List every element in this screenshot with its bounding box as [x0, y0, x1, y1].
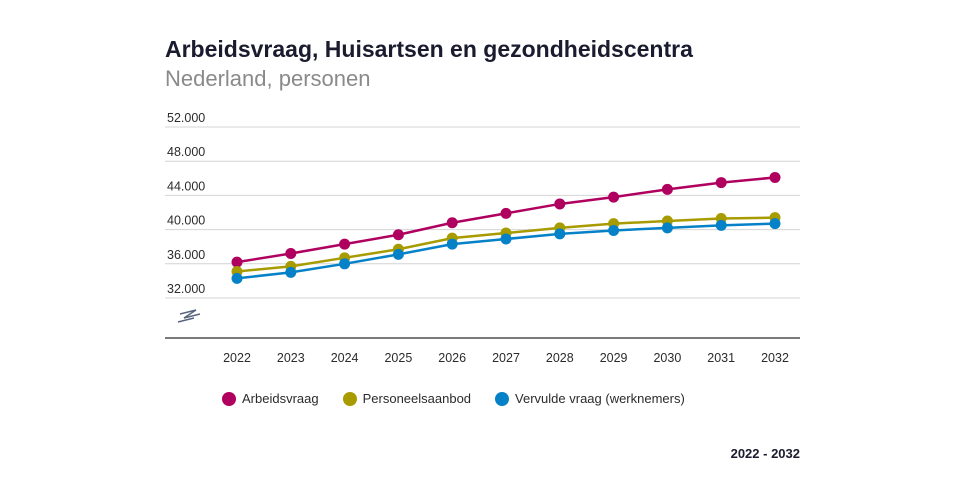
legend-label: Arbeidsvraag [242, 391, 319, 406]
axis-break-icon [177, 309, 201, 323]
legend-label: Vervulde vraag (werknemers) [515, 391, 685, 406]
y-axis-ticks: 32.000 36.000 40.000 44.000 48.000 52.000 [167, 111, 205, 296]
y-tick-label: 52.000 [167, 111, 205, 125]
data-point[interactable] [392, 248, 404, 260]
x-tick-label: 2025 [384, 351, 412, 365]
legend-label: Personeelsaanbod [362, 391, 472, 406]
data-point[interactable] [500, 233, 512, 245]
x-tick-label: 2031 [707, 351, 735, 365]
y-tick-label: 48.000 [167, 145, 205, 159]
y-tick-label: 44.000 [167, 179, 205, 193]
legend-item-vervulde-vraag[interactable]: Vervulde vraag (werknemers) [495, 391, 685, 406]
data-point[interactable] [554, 228, 566, 240]
legend-marker [342, 391, 357, 406]
x-tick-label: 2023 [277, 351, 305, 365]
x-tick-label: 2028 [546, 351, 574, 365]
data-point[interactable] [285, 266, 297, 278]
data-point[interactable] [715, 177, 727, 189]
chart-title: Arbeidsvraag, Huisartsen en gezondheidsc… [165, 36, 693, 62]
data-point[interactable] [392, 229, 404, 241]
data-point[interactable] [231, 272, 243, 284]
data-point[interactable] [608, 224, 620, 236]
data-point[interactable] [769, 218, 781, 230]
period-label: 2022 - 2032 [730, 446, 800, 461]
data-point[interactable] [500, 207, 512, 219]
x-tick-label: 2024 [331, 351, 359, 365]
data-point[interactable] [339, 238, 351, 250]
x-axis-ticks: 2022 2023 2024 2025 2026 2027 2028 2029 2030 2031… [223, 351, 789, 365]
y-tick-label: 36.000 [167, 248, 205, 262]
x-tick-label: 2026 [438, 351, 466, 365]
chart-subtitle: Nederland, personen [165, 66, 371, 91]
data-point[interactable] [769, 171, 781, 183]
x-tick-label: 2029 [600, 351, 628, 365]
series-vervulde-vraag-werknemers [231, 218, 781, 284]
series-arbeidsvraag [231, 171, 781, 268]
x-tick-label: 2027 [492, 351, 520, 365]
data-point[interactable] [446, 217, 458, 229]
data-point[interactable] [715, 219, 727, 231]
y-tick-label: 32.000 [167, 282, 205, 296]
x-tick-label: 2022 [223, 351, 251, 365]
legend-item-arbeidsvraag[interactable]: Arbeidsvraag [222, 391, 319, 406]
legend-item-personeelsaanbod[interactable]: Personeelsaanbod [342, 391, 472, 406]
x-tick-label: 2030 [653, 351, 681, 365]
x-tick-label: 2032 [761, 351, 789, 365]
data-point[interactable] [231, 256, 243, 268]
data-point[interactable] [554, 198, 566, 210]
y-tick-label: 40.000 [167, 214, 205, 228]
legend-marker [222, 391, 236, 406]
data-point[interactable] [446, 238, 458, 250]
gridlines [165, 126, 800, 299]
data-point[interactable] [661, 222, 673, 234]
series-group [231, 171, 781, 284]
data-point[interactable] [661, 183, 673, 195]
series-personeelsaanbod [231, 212, 781, 277]
data-point[interactable] [608, 191, 620, 203]
legend: Arbeidsvraag Personeelsaanbod Vervulde v… [222, 391, 709, 406]
data-point[interactable] [285, 248, 297, 260]
data-point[interactable] [339, 258, 351, 270]
legend-marker [495, 391, 510, 406]
